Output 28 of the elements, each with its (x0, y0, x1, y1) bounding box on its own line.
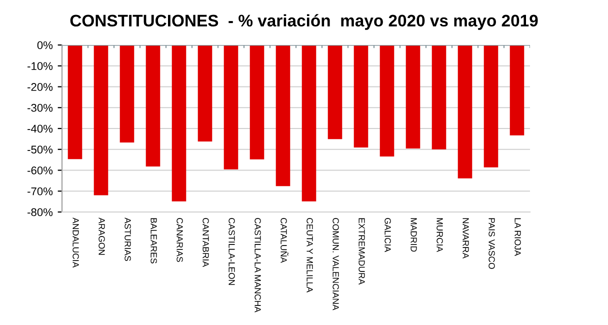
y-tick-label: -40% (28, 124, 53, 133)
y-tick-label: -60% (28, 166, 53, 174)
x-tick-label: CEUTA Y MELILLA (306, 218, 313, 292)
x-tick-label: GALICIA (384, 218, 391, 252)
y-tick-label: -80% (28, 208, 53, 216)
x-tick-label: CANTABRIA (202, 218, 209, 267)
y-tick-label: -50% (28, 146, 53, 154)
x-tick-label: CATALUÑA (280, 218, 288, 263)
x-tick-label: ASTURIAS (124, 218, 131, 261)
y-tick-label: -10% (28, 62, 53, 70)
x-tick-label: CANARIAS (176, 218, 183, 262)
x-tick-label: EXTREMADURA (358, 218, 365, 285)
x-tick-label: PAIS VASCO (488, 218, 495, 269)
x-tick-label: MURCIA (436, 218, 443, 252)
x-tick-label: ANDALUCIA (72, 218, 79, 268)
x-tick-label: CASTILLA-LA MANCHA (254, 218, 261, 312)
x-tick-label: BALEARES (150, 218, 157, 264)
x-tick-label: LA RIOJA (514, 218, 521, 256)
y-tick-label: -20% (28, 83, 53, 91)
x-tick-label: CASTILLA-LEON (228, 218, 235, 285)
x-tick-label: MADRID (410, 218, 417, 252)
y-tick-label: 0% (37, 41, 53, 50)
x-tick-label: ARAGON (98, 218, 105, 255)
chart-title: CONSTITUCIONES - % variación mayo 2020 vs mayo 2019 (70, 14, 538, 30)
x-tick-label: NAVARRA (462, 218, 469, 259)
x-tick-label: COMUN. VALENCIANA (332, 218, 339, 310)
y-tick-label: -30% (28, 104, 53, 112)
y-tick-label: -70% (28, 187, 53, 196)
